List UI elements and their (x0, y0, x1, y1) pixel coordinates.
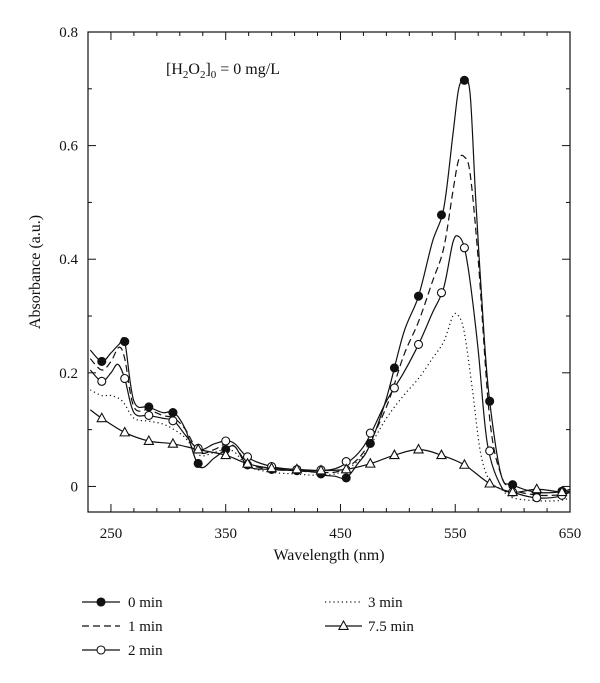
series-7-5-min-point-11 (364, 457, 376, 468)
legend: 0 min 1 min 2 min 3 min 7.5 min (82, 595, 414, 659)
series-2-min-point-11 (365, 428, 375, 438)
series-7-5-min-point-10 (340, 463, 352, 474)
legend-0-min-label: 0 min (128, 595, 163, 611)
legend-1-min-label: 1 min (128, 619, 163, 635)
series-7-5-min-point-4 (192, 443, 204, 454)
x-tick-label-550: 550 (444, 526, 467, 542)
series-7-5-min-point-17 (507, 485, 519, 497)
series-7-5-min-point-1 (119, 426, 131, 437)
legend-0-min-marker (96, 597, 106, 607)
series-7-5-min-point-3 (167, 437, 179, 448)
series-7-5-min-point-5 (220, 449, 232, 460)
series-2-min-point-3 (168, 416, 178, 426)
y-tick-label-0-8: 0.8 (59, 25, 78, 41)
series-7-5-min-point-15 (458, 458, 470, 469)
series-7-5-min-point-6 (241, 457, 254, 468)
series-0-min-point-15 (459, 75, 469, 85)
plot-frame (87, 31, 571, 513)
series-0-min-point-12 (389, 363, 399, 373)
series-7-5-min-point-8 (291, 463, 303, 474)
series-7-5-min-point-7 (266, 462, 278, 473)
x-tick-label-450: 450 (329, 526, 352, 542)
x-tick-label-350: 350 (214, 526, 237, 542)
legend-2-min-label: 2 min (128, 643, 163, 659)
series-7-5-min-point-9 (315, 464, 327, 475)
tick-layer: 250 350 450 550 650 0 0.2 0.4 0.6 0.8 (59, 25, 581, 542)
series-0-min-point-13 (413, 291, 424, 301)
series-2-min-point-5 (221, 436, 231, 446)
series-2-min-point-12 (389, 383, 399, 393)
legend-7-5-min-marker (337, 619, 350, 630)
series-7-5-min-point-13 (412, 443, 425, 454)
y-axis-title: Absorbance (a.u.) (27, 215, 44, 329)
legend-2-min-marker (96, 645, 106, 655)
x-tick-label-650: 650 (559, 526, 582, 542)
series-7-5-min-point-19 (556, 485, 568, 497)
series-2-min-point-15 (459, 243, 469, 253)
series-2-min-point-14 (436, 288, 447, 298)
series-3-min-line (90, 312, 570, 502)
series-0-min-point-16 (485, 396, 495, 406)
x-axis-title: Wavelength (nm) (273, 547, 384, 564)
series-2-min-point-18 (532, 493, 542, 503)
series-7-5-min-line (89, 409, 570, 493)
series-2-min-point-16 (485, 446, 495, 456)
y-tick-label-0-4: 0.4 (59, 252, 78, 268)
series-0-min-line (89, 79, 570, 494)
series-7-5-min-point-12 (388, 449, 400, 460)
series-2-min-point-0 (97, 376, 107, 386)
series-0-min-point-3 (168, 408, 178, 418)
series-0-min-point-2 (144, 402, 154, 412)
series-2-min-point-2 (144, 410, 154, 420)
series-7-5-min-point-18 (531, 483, 543, 494)
series-0-min-point-11 (365, 438, 375, 449)
annotation-h2o2: [H2O2]0 = 0 mg/L (166, 61, 280, 81)
series-2-min-point-1 (120, 373, 130, 384)
series-7-5-min-point-14 (435, 449, 447, 460)
x-tick-label-250: 250 (100, 526, 123, 542)
series-2-min-point-13 (413, 339, 424, 349)
series-1-min-line (89, 154, 570, 497)
series-layer (89, 79, 570, 502)
y-tick-label-0-2: 0.2 (59, 366, 78, 382)
series-0-min-point-0 (97, 356, 107, 367)
series-0-min-point-10 (341, 473, 351, 483)
legend-7-5-min-label: 7.5 min (368, 619, 414, 635)
y-tick-label-0-6: 0.6 (59, 139, 78, 155)
series-0-min-point-4 (193, 458, 203, 469)
series-0-min-point-14 (436, 210, 447, 220)
y-tick-label-0: 0 (71, 479, 79, 495)
series-7-5-min-point-0 (96, 412, 108, 423)
series-7-5-min-point-2 (143, 434, 155, 445)
marker-layer (96, 75, 568, 503)
series-0-min-point-1 (120, 337, 130, 347)
series-7-5-min-point-16 (484, 477, 496, 488)
legend-3-min-label: 3 min (368, 595, 403, 611)
